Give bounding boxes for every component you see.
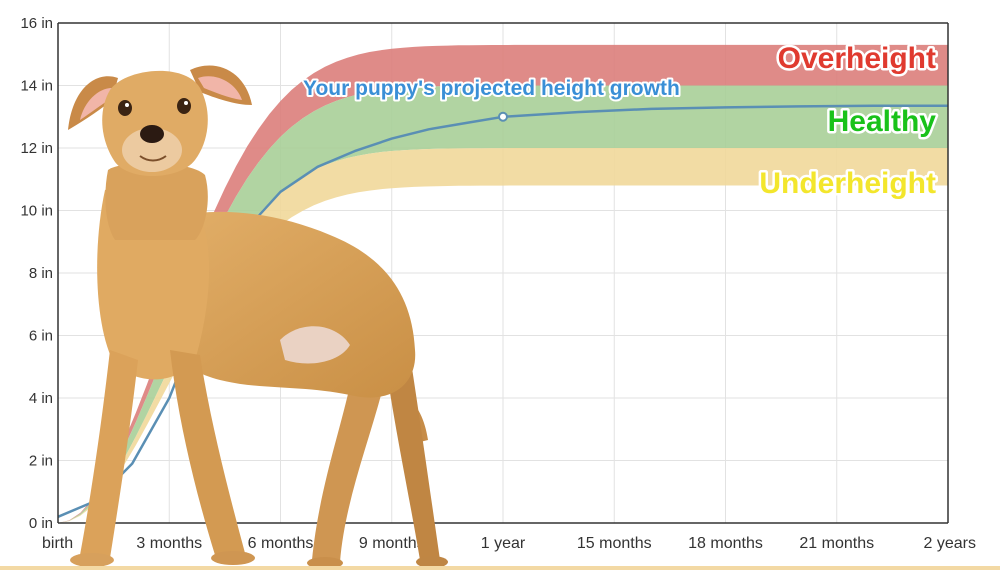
series-layer [57, 104, 948, 518]
y-tick-label: 0 in [29, 515, 53, 532]
x-tick-label: 21 months [799, 535, 874, 552]
projected-height-label: Your puppy's projected height growth [303, 77, 680, 100]
x-tick-labels: birth 3 months 6 months 9 months 1 year 15 mo… [42, 535, 976, 552]
projected-height-line [57, 104, 948, 518]
x-tick-label: 15 months [577, 535, 652, 552]
band-label-underheight: Underheight [759, 167, 936, 200]
y-tick-label: 8 in [29, 265, 53, 282]
projected-height-marker [498, 111, 508, 122]
y-tick-labels: 0 in 2 in 4 in 6 in 8 in 10 in 12 in 14 in 16 in [20, 15, 53, 532]
x-tick-label: 6 months [248, 535, 314, 552]
x-tick-label: birth [42, 535, 73, 552]
x-tick-label: 2 years [924, 535, 976, 552]
y-tick-label: 10 in [20, 203, 53, 220]
x-tick-label: 1 year [481, 535, 526, 552]
x-tick-label: 18 months [688, 535, 763, 552]
height-bands [58, 44, 948, 524]
y-tick-label: 16 in [20, 15, 53, 32]
x-tick-label: 9 months [359, 535, 425, 552]
band-label-overheight: Overheight [778, 42, 936, 75]
y-tick-label: 6 in [29, 328, 53, 345]
bottom-border [0, 566, 1000, 570]
y-tick-label: 4 in [29, 390, 53, 407]
band-underheight [58, 148, 948, 523]
y-tick-label: 2 in [29, 453, 53, 470]
dog-photo [68, 65, 448, 569]
band-healthy [58, 85, 948, 523]
x-tick-label: 3 months [136, 535, 202, 552]
band-label-healthy: Healthy [828, 105, 937, 138]
y-tick-label: 14 in [20, 78, 53, 95]
y-tick-label: 12 in [20, 140, 53, 157]
chart-labels: Overheight Healthy Underheight Your puppy's… [301, 40, 939, 203]
